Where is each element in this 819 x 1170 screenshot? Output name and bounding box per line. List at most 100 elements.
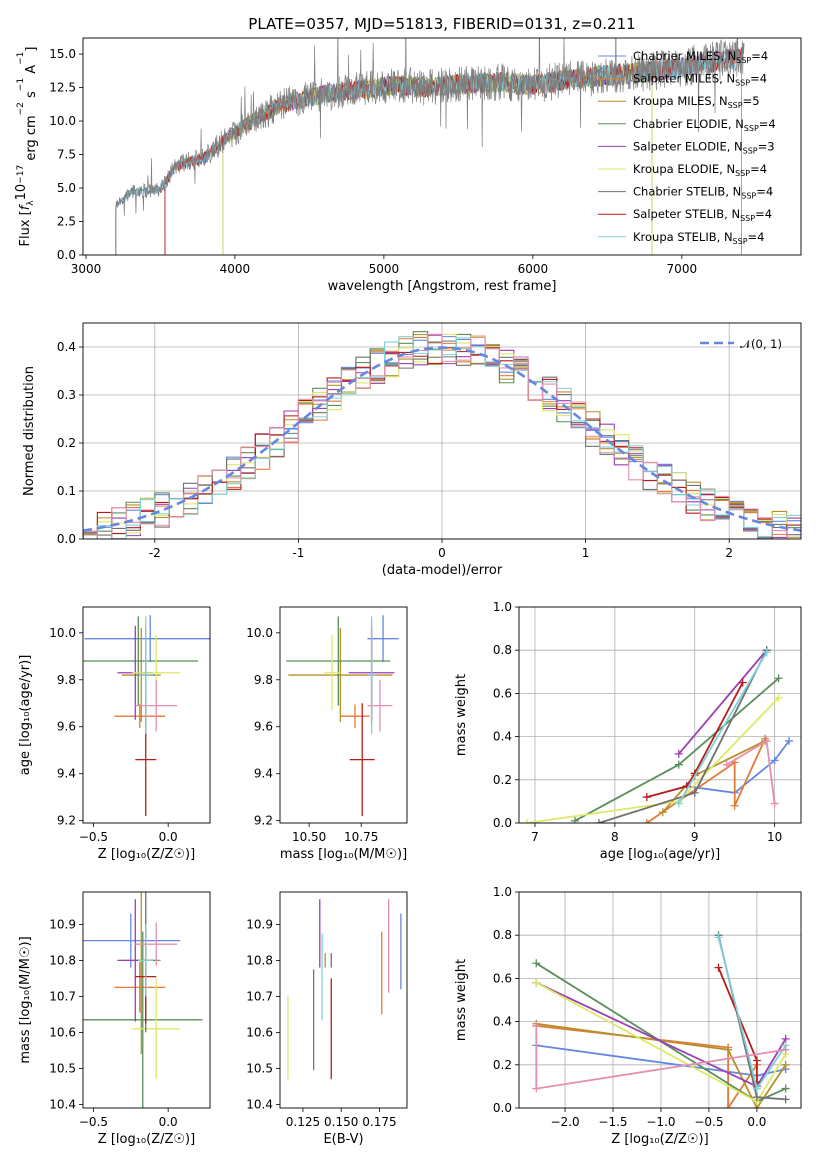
- x-tick-label: 2: [725, 546, 733, 560]
- error-bar-point: [132, 978, 181, 1080]
- mass-weight-vs-age-panel: 7 8 9 10 0.0 0.2 0.4 0.6 0.8 1.0 age [log₁₀(age/yr…: [454, 600, 802, 862]
- mass-weight-marker: [532, 1021, 541, 1030]
- x-axis-label: (data-model)/error: [382, 563, 503, 578]
- legend-series-name: Kroupa MILES,: [633, 94, 719, 108]
- y-tick-label: 15.0: [49, 47, 76, 61]
- y-tick-label: 0.2: [57, 436, 76, 450]
- y-tick-label: 0.0: [57, 532, 76, 546]
- mass-weight-marker: [714, 963, 723, 972]
- y-axis-label: age [log₁₀(age/yr)]: [18, 655, 33, 776]
- y-tick-label: 9.2: [57, 814, 76, 828]
- mass-weight-marker: [674, 799, 683, 808]
- x-tick-label: −0.5: [79, 1115, 108, 1129]
- mass-weight-marker: [752, 1093, 761, 1102]
- spectrum-panel: 3000 4000 5000 6000 7000 0.0 2.5 5.0 7.5 10.0 12.5…: [14, 37, 802, 294]
- legend-nssp-sub: SSP: [741, 192, 756, 201]
- x-axis-label: age [log₁₀(age/yr)]: [600, 847, 721, 862]
- gridlines: [519, 606, 801, 824]
- observed-spectrum-line: [115, 38, 745, 255]
- mass-weight-marker: [532, 978, 541, 987]
- y-axis-label-part: s: [24, 91, 39, 102]
- legend-nssp-label: N: [726, 162, 735, 176]
- y-tick-label: 0.6: [493, 686, 512, 700]
- error-bar-point: [114, 962, 166, 1013]
- error-bar-point: [84, 615, 210, 663]
- legend-nssp-sub: SSP: [743, 146, 758, 155]
- x-tick-label: 8: [611, 830, 619, 844]
- legend-nssp-value: 4: [760, 72, 767, 86]
- x-tick-label: 0.150: [324, 1115, 358, 1129]
- mass-weight-marker: [724, 1104, 733, 1108]
- error-bar-point: [138, 924, 154, 997]
- error-bar-point: [367, 679, 393, 732]
- normal-curve: [83, 346, 801, 532]
- x-tick-label: 3000: [71, 262, 102, 276]
- y-tick-label: 0.2: [493, 773, 512, 787]
- legend-entry: Salpeter MILES, NSSP=4: [633, 72, 767, 88]
- y-tick-label: 10.7: [246, 989, 273, 1003]
- mass-weight-marker: [722, 760, 731, 769]
- y-axis-label: mass weight: [454, 674, 469, 756]
- legend-nssp-label: N: [728, 49, 737, 63]
- legend-nssp-sub: SSP: [733, 237, 748, 246]
- legend-nssp-equals: =: [751, 49, 761, 63]
- mass-weight-marker: [785, 736, 794, 745]
- y-tick-label: 0.4: [57, 340, 76, 354]
- y-tick-label: 5.0: [57, 181, 76, 195]
- mass-vs-extinction-panel: 0.125 0.150 0.175 10.4 10.5 10.6 10.7 10.8 10.9 E…: [246, 891, 408, 1147]
- legend-nssp-sub: SSP: [740, 214, 755, 223]
- legend-entry: Salpeter ELODIE, NSSP=3: [633, 139, 775, 155]
- residuals-panel: -2 -1 0 1 2 0.0 0.1 0.2 0.3 0.4 (data-model)/error…: [22, 322, 802, 578]
- y-tick-label: 9.8: [57, 673, 76, 687]
- mass-weight-marker: [532, 959, 541, 968]
- legend-entry: 𝒩(0, 1): [740, 337, 782, 351]
- legend-series-name: Kroupa ELODIE,: [633, 162, 726, 176]
- plot-frame: [82, 37, 802, 256]
- mass-vs-metallicity-panel: −0.5 0.0 10.4 10.5 10.6 10.7 10.8 10.9 Z [log₁₀(…: [18, 891, 211, 1147]
- x-tick-label: −1.0: [646, 1115, 675, 1129]
- mass-weight-marker: [532, 1084, 541, 1093]
- error-bar-point: [367, 616, 376, 734]
- plot-area: [83, 615, 210, 816]
- legend-series-name: Salpeter MILES,: [633, 72, 726, 86]
- legend-nssp-value: 4: [757, 230, 764, 244]
- mass-weight-marker: [781, 1060, 790, 1069]
- legend-nssp-label: N: [724, 230, 733, 244]
- legend-nssp-value: 4: [766, 185, 773, 199]
- plot-frame: [279, 606, 408, 824]
- y-tick-label: 10.5: [49, 1061, 76, 1075]
- plot-area: [83, 331, 801, 539]
- legend-nssp-value: 5: [752, 94, 759, 108]
- y-axis-label: mass [log₁₀(M/M☉)]: [18, 936, 33, 1063]
- y-tick-label: 10.9: [49, 917, 76, 931]
- mass-weight-marker: [770, 756, 779, 765]
- error-bar-point: [114, 704, 166, 728]
- error-bar-point: [83, 616, 199, 706]
- legend-nssp-sub: SSP: [735, 79, 750, 88]
- x-tick-label: 4000: [220, 262, 251, 276]
- legend-nssp-equals: =: [756, 185, 766, 199]
- legend-nssp-value: 4: [761, 49, 768, 63]
- error-bar-point: [323, 635, 341, 711]
- plot-frame: [82, 322, 802, 540]
- x-tick-label: 0.175: [362, 1115, 396, 1129]
- x-tick-label: 0.0: [159, 830, 178, 844]
- x-tick-label: 10.75: [344, 830, 378, 844]
- legend-nssp-label: N: [731, 207, 740, 221]
- y-tick-label: 12.5: [49, 81, 76, 95]
- y-axis-label-part: erg cm: [24, 115, 39, 164]
- mass-weight-marker: [781, 1095, 790, 1104]
- legend-series-name: Chabrier ELODIE,: [633, 117, 735, 131]
- legend-entry: Kroupa STELIB, NSSP=4: [633, 230, 765, 246]
- legend-nssp-label: N: [735, 117, 744, 131]
- mass-weight-vs-metallicity-panel: −2.0 −1.5 −1.0 −0.5 0.0 0.0 0.2 0.4 0.6 0.8 1.0 Z […: [454, 885, 802, 1147]
- mass-weight-marker: [752, 1084, 761, 1093]
- mass-weight-marker: [570, 816, 579, 823]
- y-axis-label-part: A: [24, 65, 39, 78]
- plot-area: [83, 892, 203, 1108]
- x-tick-label: 10: [767, 830, 782, 844]
- y-tick-label: 7.5: [57, 148, 76, 162]
- y-tick-label: 0.3: [57, 388, 76, 402]
